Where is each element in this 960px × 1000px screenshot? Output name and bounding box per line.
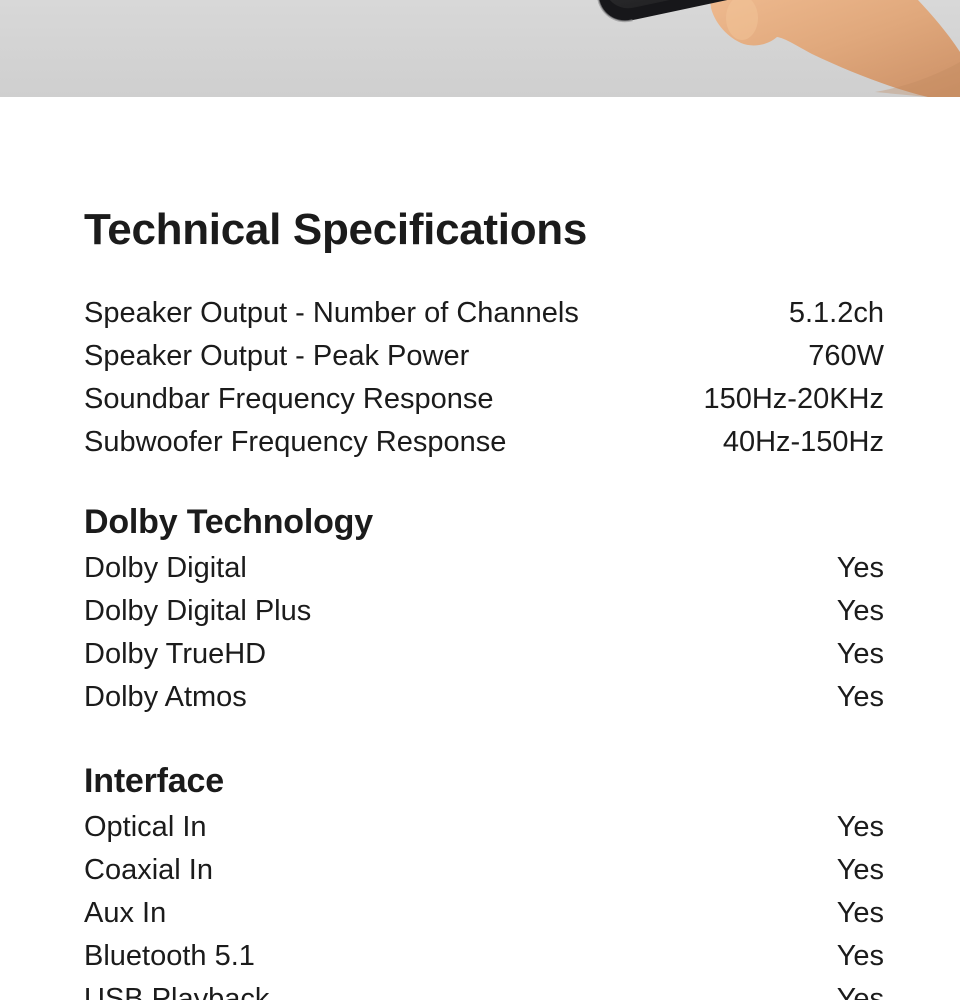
hand-shadow xyxy=(875,62,960,97)
spec-row: Subwoofer Frequency Response 40Hz-150Hz xyxy=(84,421,884,464)
spec-row: Optical In Yes xyxy=(84,806,884,849)
hand-holding-remote-photo xyxy=(0,0,960,97)
spec-row: Coaxial In Yes xyxy=(84,849,884,892)
spec-row: Dolby Atmos Yes xyxy=(84,676,884,719)
spec-row: Dolby Digital Plus Yes xyxy=(84,590,884,633)
spec-value: Yes xyxy=(836,983,884,1000)
spec-value: Yes xyxy=(836,811,884,843)
specifications-content: Technical Specifications Speaker Output … xyxy=(0,204,960,1000)
spec-value: 150Hz-20KHz xyxy=(703,383,884,415)
page-title: Technical Specifications xyxy=(84,205,588,254)
spec-row: Bluetooth 5.1 Yes xyxy=(84,935,884,978)
spec-label: Dolby TrueHD xyxy=(84,638,267,670)
spec-row: USB Playback Yes xyxy=(84,978,884,1000)
spec-label: Speaker Output - Peak Power xyxy=(84,340,470,372)
spec-label: Aux In xyxy=(84,897,167,929)
spec-row: Soundbar Frequency Response 150Hz-20KHz xyxy=(84,378,884,421)
spec-label: Coaxial In xyxy=(84,854,213,886)
spec-label: Speaker Output - Number of Channels xyxy=(84,297,579,329)
spec-value: Yes xyxy=(836,681,884,713)
spec-value: 5.1.2ch xyxy=(788,297,884,329)
spec-row: Dolby Digital Yes xyxy=(84,547,884,590)
spec-value: 40Hz-150Hz xyxy=(722,426,884,458)
spec-row: Aux In Yes xyxy=(84,892,884,935)
spec-label: Optical In xyxy=(84,811,207,843)
spec-label: Dolby Digital xyxy=(84,552,247,584)
spec-label: Subwoofer Frequency Response xyxy=(84,426,507,458)
spec-row: Speaker Output - Number of Channels 5.1.… xyxy=(84,292,884,335)
spec-label: Dolby Digital Plus xyxy=(84,595,312,627)
section-interface: Interface Optical In Yes Coaxial In Yes … xyxy=(84,758,884,1000)
spec-value: Yes xyxy=(836,638,884,670)
section-dolby-technology: Dolby Technology Dolby Digital Yes Dolby… xyxy=(84,499,884,719)
spec-row: Speaker Output - Peak Power 760W xyxy=(84,335,884,378)
spec-label: Bluetooth 5.1 xyxy=(84,940,255,972)
section-heading-interface: Interface xyxy=(84,762,224,800)
remote-control xyxy=(583,0,883,23)
spec-value: Yes xyxy=(836,552,884,584)
dolby-spec-list: Dolby Digital Yes Dolby Digital Plus Yes… xyxy=(84,547,884,719)
spec-value: Yes xyxy=(836,897,884,929)
product-photo-banner xyxy=(0,0,960,97)
spec-label: Dolby Atmos xyxy=(84,681,247,713)
spec-value: Yes xyxy=(836,940,884,972)
section-heading-dolby: Dolby Technology xyxy=(84,503,373,541)
spec-value: 760W xyxy=(808,340,884,372)
spec-label: USB Playback xyxy=(84,983,270,1000)
spec-label: Soundbar Frequency Response xyxy=(84,383,494,415)
remote-edge-highlight xyxy=(596,0,633,23)
spec-row: Dolby TrueHD Yes xyxy=(84,633,884,676)
hand-shape xyxy=(710,0,960,97)
main-spec-list: Speaker Output - Number of Channels 5.1.… xyxy=(84,292,884,464)
spec-value: Yes xyxy=(836,595,884,627)
thumb-highlight xyxy=(726,0,758,40)
spec-value: Yes xyxy=(836,854,884,886)
interface-spec-list: Optical In Yes Coaxial In Yes Aux In Yes xyxy=(84,806,884,1000)
